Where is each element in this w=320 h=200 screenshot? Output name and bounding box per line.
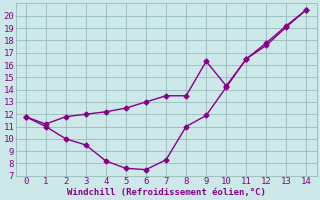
X-axis label: Windchill (Refroidissement éolien,°C): Windchill (Refroidissement éolien,°C): [67, 188, 266, 197]
